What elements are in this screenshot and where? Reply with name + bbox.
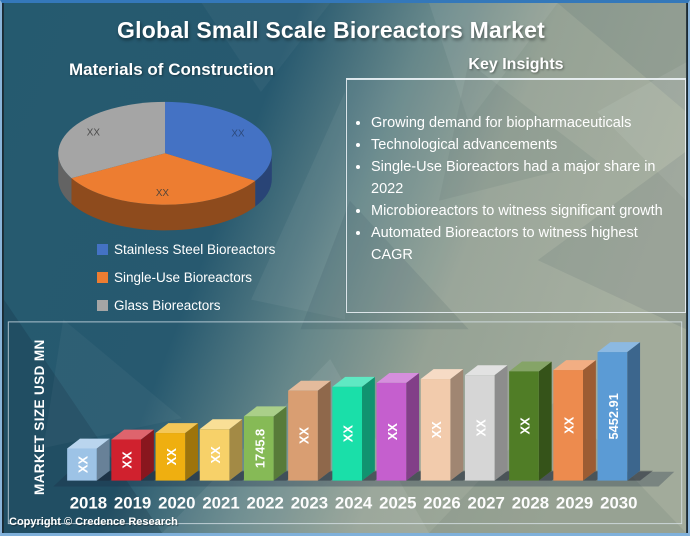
legend-label: Glass Bioreactors: [114, 298, 221, 313]
insight-bullet: Microbioreactors to witness significant …: [371, 200, 671, 222]
page-title: Global Small Scale Bioreactors Market: [117, 17, 545, 43]
insight-bullet: Single-Use Bioreactors had a major share…: [371, 156, 671, 200]
legend-swatch: [97, 244, 108, 255]
insight-bullet: Growing demand for biopharmaceuticals: [371, 112, 671, 134]
legend-item: Glass Bioreactors: [97, 298, 275, 313]
insight-bullet: Automated Bioreactors to witness highest…: [371, 222, 671, 266]
pie-legend: Stainless Steel Bioreactors Single-Use Bi…: [97, 242, 276, 327]
legend-label: Single-Use Bioreactors: [114, 270, 253, 285]
pie-chart-title: Materials of Construction: [69, 60, 274, 79]
legend-label: Stainless Steel Bioreactors: [114, 242, 276, 257]
key-insights-title: Key Insights: [346, 56, 686, 79]
legend-item: Stainless Steel Bioreactors: [97, 242, 276, 257]
insight-bullet: Technological advancements: [371, 134, 671, 156]
legend-swatch: [97, 300, 108, 311]
y-axis-label: MARKET SIZE USD MN: [32, 339, 47, 495]
legend-item: Single-Use Bioreactors: [97, 270, 275, 285]
key-insights-box: Growing demand for biopharmaceuticalsTec…: [346, 79, 686, 313]
key-insights-list: Growing demand for biopharmaceuticalsTec…: [349, 112, 671, 266]
legend-swatch: [97, 272, 108, 283]
copyright-text: Copyright © Credence Research: [9, 516, 178, 528]
